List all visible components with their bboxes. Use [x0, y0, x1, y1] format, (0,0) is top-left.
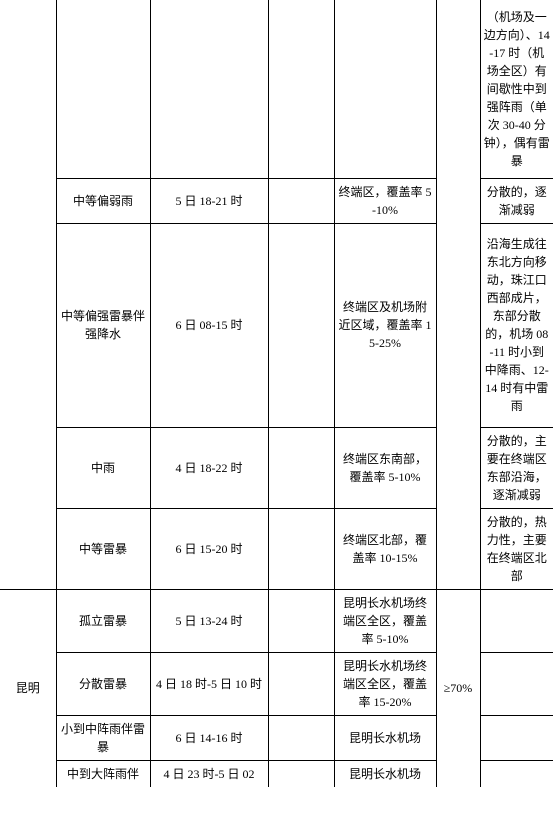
- cell: [268, 178, 334, 223]
- cell-prob-kunming: ≥70%: [436, 589, 480, 787]
- cell: 孤立雷暴: [56, 589, 150, 652]
- cell: 分散的，热力性，主要在终端区北部: [480, 508, 553, 589]
- cell-region-a: [0, 0, 56, 589]
- cell: 分散雷暴: [56, 652, 150, 715]
- cell: 6 日 08-15 时: [150, 223, 268, 427]
- cell: 中等偏弱雨: [56, 178, 150, 223]
- cell: [268, 0, 334, 178]
- cell: [268, 427, 334, 508]
- cell: [56, 0, 150, 178]
- cell: 6 日 15-20 时: [150, 508, 268, 589]
- cell: 终端区北部，覆盖率 10-15%: [334, 508, 436, 589]
- cell: [334, 0, 436, 178]
- cell: 中等雷暴: [56, 508, 150, 589]
- cell: [480, 715, 553, 760]
- cell: 中等偏强雷暴伴强降水: [56, 223, 150, 427]
- cell: 昆明长水机场终端区全区，覆盖率 15-20%: [334, 652, 436, 715]
- cell: [268, 589, 334, 652]
- cell: 6 日 14-16 时: [150, 715, 268, 760]
- cell-region-kunming: 昆明: [0, 589, 56, 787]
- cell: [268, 652, 334, 715]
- cell-prob-a: [436, 0, 480, 589]
- cell: （机场及一边方向）、14-17 时（机场全区）有间歇性中到强阵雨（单次 30-4…: [480, 0, 553, 178]
- cell: 5 日 18-21 时: [150, 178, 268, 223]
- cell: [268, 223, 334, 427]
- cell: [268, 760, 334, 787]
- cell: 4 日 23 时-5 日 02: [150, 760, 268, 787]
- cell: 分散的，主要在终端区东部沿海，逐渐减弱: [480, 427, 553, 508]
- cell: [268, 508, 334, 589]
- cell: [268, 715, 334, 760]
- cell: 终端区东南部，覆盖率 5-10%: [334, 427, 436, 508]
- cell: [480, 652, 553, 715]
- cell: [150, 0, 268, 178]
- cell: 终端区，覆盖率 5-10%: [334, 178, 436, 223]
- cell: 小到中阵雨伴雷暴: [56, 715, 150, 760]
- cell: 4 日 18 时-5 日 10 时: [150, 652, 268, 715]
- cell: [480, 760, 553, 787]
- cell: [480, 589, 553, 652]
- cell: 分散的，逐渐减弱: [480, 178, 553, 223]
- cell: 昆明长水机场终端区全区，覆盖率 5-10%: [334, 589, 436, 652]
- cell: 昆明长水机场: [334, 760, 436, 787]
- cell: 4 日 18-22 时: [150, 427, 268, 508]
- cell: 昆明长水机场: [334, 715, 436, 760]
- cell: 中到大阵雨伴: [56, 760, 150, 787]
- cell: 5 日 13-24 时: [150, 589, 268, 652]
- cell: 沿海生成往东北方向移动，珠江口西部成片，东部分散的，机场 08-11 时小到中降…: [480, 223, 553, 427]
- cell: 中雨: [56, 427, 150, 508]
- weather-table: （机场及一边方向）、14-17 时（机场全区）有间歇性中到强阵雨（单次 30-4…: [0, 0, 553, 787]
- cell: 终端区及机场附近区域，覆盖率 15-25%: [334, 223, 436, 427]
